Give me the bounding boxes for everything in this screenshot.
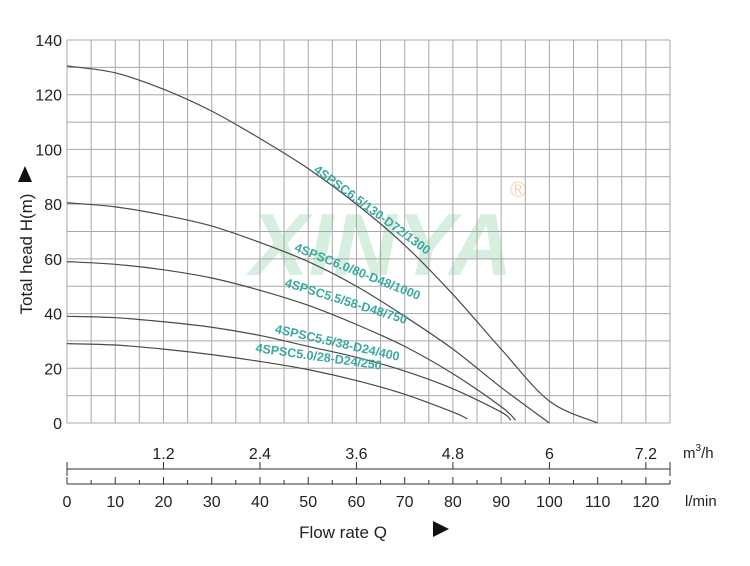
y-tick-label: 0 [53,416,62,433]
lmin-tick-label: 30 [203,494,221,511]
m3h-tick-label: 7.2 [635,446,657,463]
lmin-tick-label: 20 [155,494,173,511]
pump-curve-line [66,260,517,421]
m3h-tick-label: 3.6 [345,446,367,463]
x-axis-unit-lmin: l/min [685,493,717,510]
pump-curves [66,65,598,424]
lmin-tick-label: 80 [444,494,462,511]
x-axis-unit-m3h: m3/h [683,443,714,462]
x-axis-title: Flow rate Q [299,523,387,542]
y-tick-label: 120 [35,88,62,105]
lmin-tick-label: 50 [299,494,317,511]
watermark-registered-mark: ® [510,177,526,202]
lmin-tick-label: 0 [63,494,72,511]
y-axis: 0 20 40 60 80 100 120 140 [35,33,62,433]
pump-curve-line [66,65,598,424]
x-axis-lmin: 0 10 20 30 40 50 60 70 80 90 100 110 120 [63,477,671,511]
watermark-logo: XINYA [245,195,512,294]
y-axis-title: Total head H(m) [17,194,36,315]
y-tick-label: 140 [35,33,62,50]
m3h-tick-label: 2.4 [249,446,271,463]
pump-curve-line [66,202,550,424]
y-tick-label: 100 [35,142,62,159]
lmin-tick-label: 60 [348,494,366,511]
x-axis-arrow-icon [433,521,449,537]
lmin-tick-label: 100 [536,494,563,511]
unit-m3h-base: m [683,445,696,462]
y-tick-label: 40 [44,307,62,324]
lmin-tick-label: 10 [106,494,124,511]
lmin-tick-label: 40 [251,494,269,511]
lmin-tick-label: 90 [492,494,510,511]
lmin-tick-label: 120 [633,494,660,511]
grid [66,39,671,424]
x-axis-m3h: 1.2 2.4 3.6 4.8 6 7.2 [66,446,671,476]
lmin-tick-label: 110 [585,494,611,511]
y-tick-label: 80 [44,197,62,214]
pump-curve-line [66,343,468,420]
y-tick-label: 60 [44,252,62,269]
m3h-tick-label: 1.2 [152,446,174,463]
y-axis-arrow-icon [18,166,32,182]
pump-curve-line [66,315,512,421]
m3h-tick-label: 4.8 [442,446,464,463]
lmin-tick-label: 70 [396,494,414,511]
unit-m3h-tail: /h [701,445,714,462]
m3h-tick-label: 6 [545,446,554,463]
watermark: XINYA ® [245,177,526,294]
y-tick-label: 20 [44,361,62,378]
unit-m3h-superscript: 3 [696,443,702,454]
